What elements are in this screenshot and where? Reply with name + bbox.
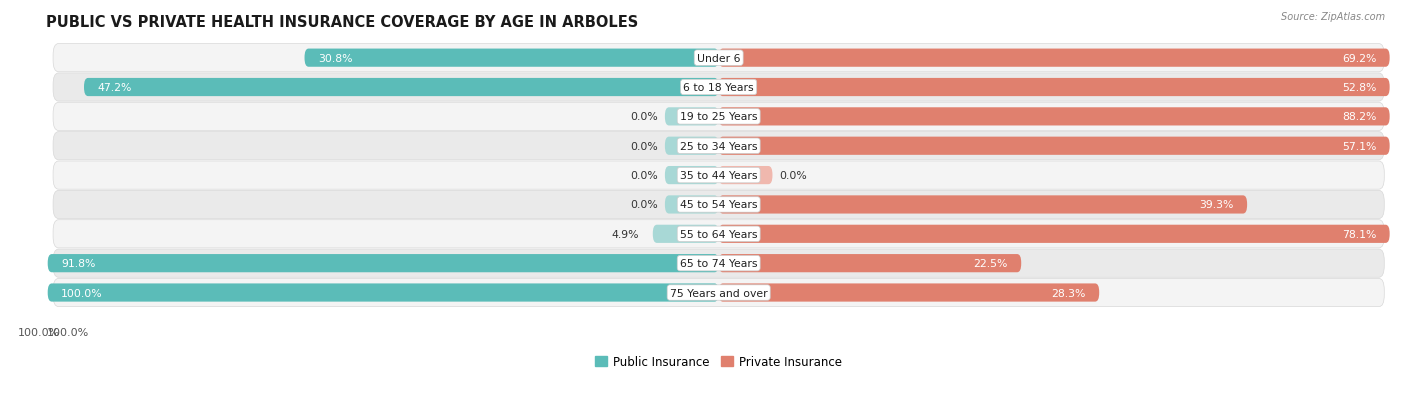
FancyBboxPatch shape: [665, 166, 718, 185]
FancyBboxPatch shape: [48, 284, 718, 302]
Legend: Public Insurance, Private Insurance: Public Insurance, Private Insurance: [595, 355, 842, 368]
Text: 22.5%: 22.5%: [973, 259, 1008, 268]
FancyBboxPatch shape: [53, 249, 1385, 278]
Text: 52.8%: 52.8%: [1341, 83, 1376, 93]
Text: 4.9%: 4.9%: [612, 229, 640, 239]
Text: 100.0%: 100.0%: [46, 327, 89, 337]
Text: 0.0%: 0.0%: [779, 171, 807, 180]
FancyBboxPatch shape: [665, 108, 718, 126]
FancyBboxPatch shape: [652, 225, 718, 243]
Text: 0.0%: 0.0%: [630, 141, 658, 152]
Text: 28.3%: 28.3%: [1052, 288, 1085, 298]
FancyBboxPatch shape: [718, 108, 1389, 126]
FancyBboxPatch shape: [718, 137, 1389, 155]
FancyBboxPatch shape: [665, 137, 718, 155]
FancyBboxPatch shape: [718, 254, 1021, 273]
Text: Source: ZipAtlas.com: Source: ZipAtlas.com: [1281, 12, 1385, 22]
Text: 100.0%: 100.0%: [17, 327, 60, 337]
Text: 55 to 64 Years: 55 to 64 Years: [681, 229, 758, 239]
Text: PUBLIC VS PRIVATE HEALTH INSURANCE COVERAGE BY AGE IN ARBOLES: PUBLIC VS PRIVATE HEALTH INSURANCE COVER…: [46, 15, 638, 30]
Text: 47.2%: 47.2%: [97, 83, 132, 93]
Text: 75 Years and over: 75 Years and over: [669, 288, 768, 298]
FancyBboxPatch shape: [53, 132, 1385, 160]
FancyBboxPatch shape: [718, 196, 1247, 214]
FancyBboxPatch shape: [665, 196, 718, 214]
FancyBboxPatch shape: [718, 79, 1389, 97]
FancyBboxPatch shape: [53, 74, 1385, 102]
Text: 30.8%: 30.8%: [318, 54, 353, 64]
Text: 19 to 25 Years: 19 to 25 Years: [681, 112, 758, 122]
Text: 91.8%: 91.8%: [60, 259, 96, 268]
Text: 0.0%: 0.0%: [630, 200, 658, 210]
FancyBboxPatch shape: [53, 45, 1385, 73]
Text: 78.1%: 78.1%: [1341, 229, 1376, 239]
FancyBboxPatch shape: [53, 220, 1385, 248]
Text: 0.0%: 0.0%: [630, 171, 658, 180]
Text: 57.1%: 57.1%: [1341, 141, 1376, 152]
Text: 100.0%: 100.0%: [60, 288, 103, 298]
Text: 69.2%: 69.2%: [1341, 54, 1376, 64]
Text: 39.3%: 39.3%: [1199, 200, 1233, 210]
FancyBboxPatch shape: [718, 284, 1099, 302]
FancyBboxPatch shape: [48, 254, 718, 273]
Text: 65 to 74 Years: 65 to 74 Years: [681, 259, 758, 268]
Text: 35 to 44 Years: 35 to 44 Years: [681, 171, 758, 180]
Text: 6 to 18 Years: 6 to 18 Years: [683, 83, 754, 93]
Text: 25 to 34 Years: 25 to 34 Years: [681, 141, 758, 152]
FancyBboxPatch shape: [718, 50, 1389, 68]
FancyBboxPatch shape: [53, 103, 1385, 131]
FancyBboxPatch shape: [718, 166, 772, 185]
FancyBboxPatch shape: [53, 191, 1385, 219]
FancyBboxPatch shape: [305, 50, 718, 68]
FancyBboxPatch shape: [53, 161, 1385, 190]
Text: 88.2%: 88.2%: [1341, 112, 1376, 122]
FancyBboxPatch shape: [53, 279, 1385, 307]
Text: Under 6: Under 6: [697, 54, 741, 64]
Text: 0.0%: 0.0%: [630, 112, 658, 122]
FancyBboxPatch shape: [84, 79, 718, 97]
FancyBboxPatch shape: [718, 225, 1389, 243]
Text: 45 to 54 Years: 45 to 54 Years: [681, 200, 758, 210]
